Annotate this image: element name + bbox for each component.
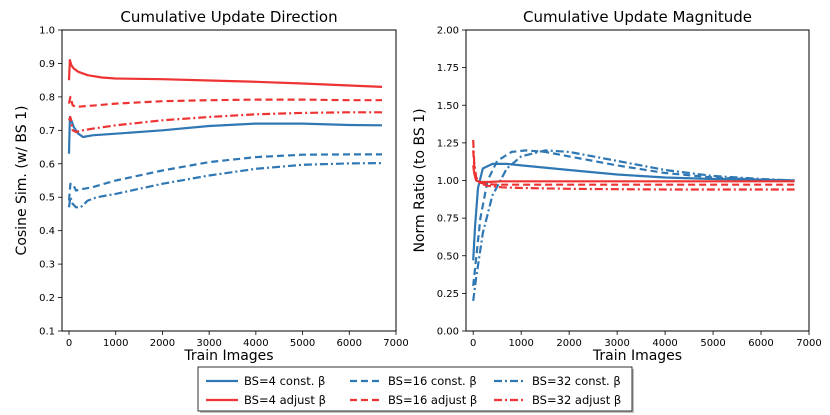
series-line <box>472 139 795 191</box>
y-tick-label: 0.9 <box>39 59 55 70</box>
y-axis-label: Norm Ratio (to BS 1) <box>412 108 428 252</box>
x-tick-label: 4000 <box>243 338 268 349</box>
y-tick-label: 1.50 <box>437 101 459 112</box>
x-tick-label: 5000 <box>290 338 315 349</box>
legend-box <box>197 366 633 412</box>
y-axis-label: Cosine Sim. (w/ BS 1) <box>14 106 30 256</box>
y-tick-label: 0.5 <box>39 193 55 204</box>
y-tick-label: 0.8 <box>39 92 55 103</box>
y-tick-label: 0.00 <box>437 327 459 338</box>
y-tick-label: 2.00 <box>437 26 459 37</box>
x-tick-label: 6000 <box>748 338 773 349</box>
chart-title: Cumulative Update Magnitude <box>523 8 752 26</box>
x-tick-label: 3000 <box>196 338 221 349</box>
direction-chart-panel: Cumulative Update Direction 0 1000 2000 3000… <box>14 8 409 364</box>
legend-label: BS=16 const. β <box>388 374 477 388</box>
y-tick-label: 1.00 <box>437 176 459 187</box>
x-tick-label: 0 <box>66 338 72 349</box>
legend-label: BS=4 const. β <box>244 374 325 388</box>
series-line <box>67 59 383 88</box>
x-tick-label: 1000 <box>103 338 128 349</box>
series-group <box>472 139 795 302</box>
series-line <box>472 162 795 261</box>
plot-frame <box>465 29 810 332</box>
series-line <box>67 153 382 201</box>
series-line <box>67 162 383 209</box>
x-tick-label: 7000 <box>796 338 821 349</box>
x-tick-label: 4000 <box>652 338 677 349</box>
y-tick-label: 0.7 <box>39 126 55 137</box>
legend-label: BS=32 adjust β <box>532 393 621 407</box>
x-tick-label: 6000 <box>337 338 362 349</box>
x-tick-label: 2000 <box>150 338 175 349</box>
y-tick-label: 0.75 <box>437 214 459 225</box>
series-line <box>472 149 795 302</box>
y-tick-label: 0.25 <box>437 289 459 300</box>
plot-frame <box>61 29 397 332</box>
series-group <box>67 59 383 209</box>
y-tick-label: 0.3 <box>39 260 55 271</box>
series-line <box>472 165 795 184</box>
y-tick-label: 1.0 <box>39 26 55 37</box>
x-axis-label: Train Images <box>183 348 273 364</box>
y-tick-label: 0.4 <box>39 226 55 237</box>
x-tick-label: 2000 <box>556 338 581 349</box>
x-tick-label: 0 <box>470 338 476 349</box>
x-tick-label: 3000 <box>604 338 629 349</box>
chart-title: Cumulative Update Direction <box>120 8 337 26</box>
x-tick-label: 5000 <box>700 338 725 349</box>
legend-label: BS=32 const. β <box>532 374 621 388</box>
y-tick-label: 1.75 <box>437 63 459 74</box>
y-tick-label: 0.2 <box>39 293 55 304</box>
legend-label: BS=4 adjust β <box>244 393 326 407</box>
magnitude-chart-panel: Cumulative Update Magnitude 0 1000 2000 3000… <box>412 8 822 364</box>
y-tick-label: 1.25 <box>437 138 459 149</box>
legend-label: BS=16 adjust β <box>388 393 477 407</box>
series-line <box>67 111 382 134</box>
x-axis-label: Train Images <box>592 348 682 364</box>
y-tick-label: 0.1 <box>39 327 55 338</box>
series-line <box>472 149 795 287</box>
series-line <box>67 95 382 108</box>
series-line <box>67 115 383 154</box>
x-tick-label: 7000 <box>383 338 408 349</box>
legend: BS=4 const. β BS=16 const. β BS=32 const. … <box>197 366 634 413</box>
y-tick-label: 0.6 <box>39 159 55 170</box>
x-tick-label: 1000 <box>508 338 533 349</box>
y-tick-label: 0.50 <box>437 251 459 262</box>
